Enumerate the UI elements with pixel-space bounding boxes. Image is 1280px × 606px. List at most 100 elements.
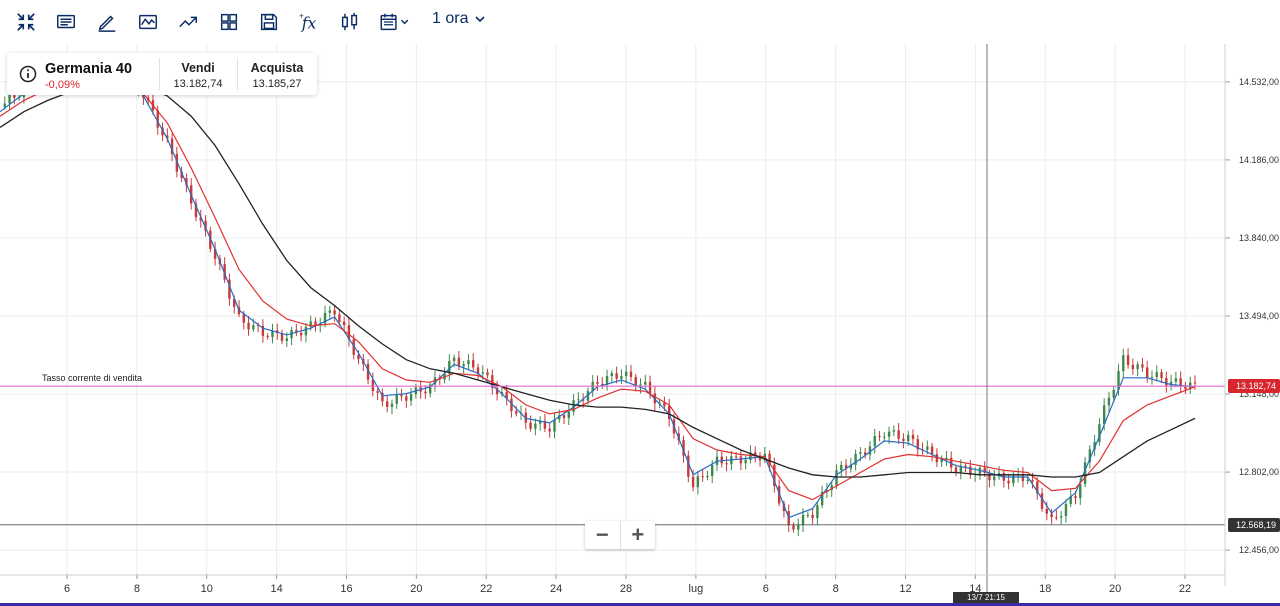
candle-body [1079, 484, 1082, 499]
candle-body [873, 435, 876, 447]
candle-body [338, 314, 341, 322]
save-icon[interactable] [257, 8, 281, 36]
divider [159, 58, 160, 90]
y-tick-label: 13.494,00 [1239, 311, 1279, 321]
crosshair-time-label: 13/7 21:15 [953, 592, 1019, 604]
buy-value: 13.185,27 [252, 78, 302, 90]
candle-body [1036, 481, 1039, 494]
candle-body [319, 323, 322, 326]
candle-body [395, 394, 398, 404]
candle-body [486, 372, 489, 376]
candle-body [1169, 381, 1173, 386]
trend-icon[interactable] [176, 8, 200, 36]
svg-text:+: + [299, 11, 304, 20]
instrument-change: -0,09% [45, 79, 80, 91]
buy-column[interactable]: Acquista 13.185,27 [237, 53, 317, 95]
candle-body [806, 514, 810, 516]
candle-body [357, 354, 360, 360]
candle-body [739, 456, 743, 464]
candle-body [1136, 364, 1139, 370]
candle-body [1026, 479, 1029, 482]
candle-body [1064, 503, 1068, 517]
candle-body [758, 455, 762, 461]
candle-body [1031, 479, 1034, 482]
collapse-icon[interactable] [14, 8, 38, 36]
candle-body [1146, 367, 1149, 378]
layout-icon[interactable] [217, 8, 241, 36]
candle-body [993, 476, 996, 481]
candle-body [385, 401, 389, 407]
candle-body [911, 434, 915, 440]
candle-body [457, 357, 461, 367]
candle-body [754, 452, 757, 456]
candle-body [185, 178, 188, 186]
instrument-name: Germania 40 [45, 61, 133, 77]
candle-body [1093, 441, 1096, 450]
candle-body [3, 103, 6, 108]
candle-body [472, 360, 475, 368]
candle-body [840, 464, 843, 471]
indicator-icon[interactable] [136, 8, 160, 36]
function-icon[interactable]: fx + [297, 8, 323, 36]
draw-icon[interactable] [95, 8, 119, 36]
candle-body [543, 420, 547, 429]
price-chart[interactable]: 14.532,00 14.186,00 13.840,00 13.494,00 13.1… [0, 44, 1280, 606]
candle-body [548, 428, 551, 432]
candle-body [242, 314, 245, 323]
x-tick-label: 28 [620, 583, 632, 595]
candle-body [801, 514, 805, 526]
period-selector[interactable]: 1 ora [432, 10, 486, 28]
candle-body [945, 457, 948, 459]
candle-body [711, 464, 714, 477]
candle-body [1007, 480, 1010, 484]
candle-body [658, 402, 661, 404]
candle-body [314, 321, 317, 326]
candle-body [797, 525, 800, 530]
candle-body [1012, 475, 1015, 484]
candle-body [194, 203, 198, 218]
news-icon[interactable] [54, 8, 78, 36]
candle-body [1102, 405, 1106, 425]
candle-body [481, 372, 484, 374]
candle-body [347, 325, 351, 340]
zoom-out-button[interactable]: − [595, 522, 609, 547]
candlestick-icon[interactable] [338, 8, 362, 36]
candle-body [558, 415, 561, 420]
candle-body [1155, 372, 1158, 378]
candle-body [792, 525, 795, 530]
y-tick-label: 12.802,00 [1239, 467, 1279, 477]
x-tick-label: 16 [340, 583, 352, 595]
info-icon[interactable] [19, 65, 37, 83]
candle-body [1083, 462, 1087, 485]
candle-body [223, 264, 226, 280]
candle-body [586, 391, 590, 401]
toolbar: fx + 1 ora [0, 0, 1280, 44]
buy-label: Acquista [250, 61, 304, 75]
candle-body [1107, 397, 1111, 406]
sell-column[interactable]: Vendi 13.182,74 [159, 53, 237, 95]
svg-text:fx: fx [301, 14, 317, 32]
x-tick-label: 10 [201, 583, 213, 595]
candle-body [491, 375, 494, 388]
candle-body [247, 322, 250, 330]
candle-body [452, 357, 456, 361]
x-tick-label: 18 [1039, 583, 1051, 595]
candle-body [562, 415, 566, 418]
candle-body [567, 411, 571, 418]
zoom-in-button[interactable]: + [619, 521, 656, 549]
calendar-icon[interactable] [378, 8, 412, 36]
candle-body [1131, 364, 1135, 370]
x-tick-label: lug [689, 583, 704, 595]
candle-body [696, 476, 700, 488]
candle-body [849, 464, 853, 469]
candle-body [1150, 377, 1154, 379]
y-tick-label: 14.186,00 [1239, 155, 1279, 165]
candle-body [553, 419, 556, 432]
candle-body [605, 376, 609, 385]
candle-body [624, 371, 628, 377]
candle-body [1059, 516, 1063, 518]
candle-body [691, 476, 695, 488]
candle-body [156, 110, 159, 128]
current-price-tag: 13.182,74 [1228, 379, 1280, 394]
sell-label: Vendi [181, 61, 215, 75]
